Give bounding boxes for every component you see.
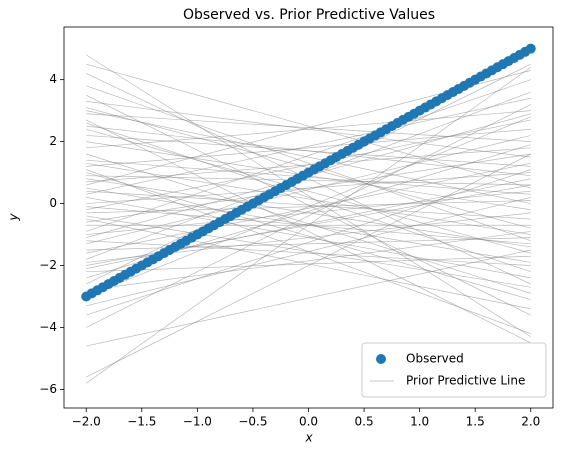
legend-marker bbox=[376, 354, 386, 364]
prior-line bbox=[86, 128, 531, 254]
x-tick-label: 0.0 bbox=[299, 415, 318, 429]
prior-line bbox=[86, 153, 531, 223]
prior-line bbox=[86, 119, 531, 211]
legend: Observed Prior Predictive Line bbox=[361, 342, 547, 398]
legend-label: Prior Predictive Line bbox=[406, 374, 525, 388]
x-tick-label: 2.0 bbox=[521, 415, 540, 429]
x-axis-label: x bbox=[304, 431, 313, 445]
prior-line bbox=[86, 85, 531, 242]
y-tick-label: 0 bbox=[49, 196, 57, 210]
prior-line bbox=[86, 162, 531, 254]
prior-line bbox=[86, 175, 531, 186]
x-tick-label: 1.0 bbox=[410, 415, 429, 429]
y-tick-label: −4 bbox=[39, 320, 57, 334]
legend-box bbox=[361, 342, 547, 398]
x-tick-label: 1.5 bbox=[466, 415, 485, 429]
prior-line bbox=[86, 255, 531, 273]
prior-line bbox=[86, 169, 531, 316]
y-tick-label: −2 bbox=[39, 258, 57, 272]
prior-line bbox=[86, 54, 531, 338]
prior-line bbox=[86, 122, 531, 273]
prior-line bbox=[86, 79, 531, 232]
prior-line bbox=[86, 190, 531, 220]
x-tick-label: −2.0 bbox=[72, 415, 101, 429]
prior-line bbox=[86, 249, 531, 347]
prior-line bbox=[86, 110, 531, 149]
observed-points bbox=[81, 43, 536, 302]
prior-line bbox=[86, 237, 531, 251]
prior-line bbox=[86, 73, 531, 285]
prior-line bbox=[86, 231, 531, 291]
prior-line bbox=[86, 135, 531, 167]
x-tick-label: 0.5 bbox=[355, 415, 374, 429]
prior-line bbox=[86, 104, 531, 328]
y-axis-label: y bbox=[7, 213, 21, 222]
x-tick-label: −1.5 bbox=[127, 415, 156, 429]
prior-line bbox=[86, 110, 531, 204]
legend-label: Observed bbox=[406, 352, 464, 366]
observed-point bbox=[525, 43, 536, 54]
chart-title: Observed vs. Prior Predictive Values bbox=[183, 7, 435, 23]
prior-line bbox=[86, 119, 531, 344]
prior-lines bbox=[86, 54, 531, 384]
prior-line bbox=[86, 215, 531, 288]
prior-line bbox=[86, 153, 531, 378]
prior-line bbox=[86, 116, 531, 297]
prior-line bbox=[86, 128, 531, 167]
prior-line bbox=[86, 240, 531, 266]
prior-line bbox=[86, 162, 531, 235]
prior-line bbox=[86, 172, 531, 300]
y-tick-label: 2 bbox=[49, 134, 57, 148]
y-tick-label: −6 bbox=[39, 382, 57, 396]
prior-line bbox=[86, 178, 531, 248]
prior-line bbox=[86, 97, 531, 195]
prior-line bbox=[86, 135, 531, 245]
y-tick-label: 4 bbox=[49, 72, 57, 86]
x-tick-label: −1.0 bbox=[183, 415, 212, 429]
x-tick-label: −0.5 bbox=[238, 415, 267, 429]
